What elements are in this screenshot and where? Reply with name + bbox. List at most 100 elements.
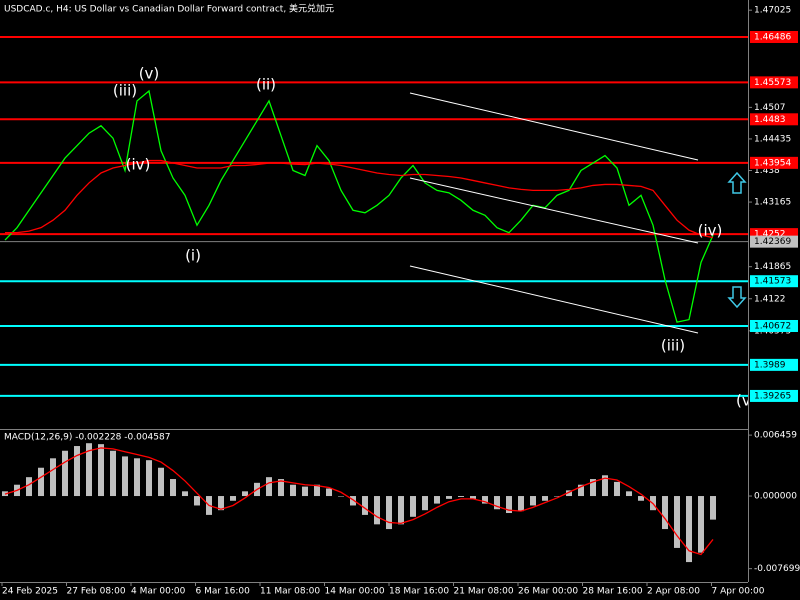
wave-label: (iv) xyxy=(126,156,151,174)
current-price-tag xyxy=(750,235,798,248)
level-tag xyxy=(750,275,798,288)
price-line xyxy=(4,89,714,323)
macd-bar xyxy=(326,488,332,497)
macd-bar xyxy=(266,477,272,497)
x-tick-label: 7 Apr 00:00 xyxy=(712,587,765,597)
level-label: 1.46486 xyxy=(754,32,791,42)
wave-label: (v) xyxy=(736,392,757,410)
macd-bar xyxy=(698,496,704,553)
macd-bar xyxy=(98,444,104,497)
x-tick-label: 26 Mar 00:00 xyxy=(518,587,578,597)
macd-bar xyxy=(386,496,392,530)
macd-bar xyxy=(470,496,476,499)
macd-bar xyxy=(230,496,236,501)
level-label: 1.41573 xyxy=(754,277,791,287)
macd-bar xyxy=(530,496,536,506)
wave-label: (iii) xyxy=(661,337,685,355)
up-arrow xyxy=(727,171,747,194)
macd-bar xyxy=(446,496,452,499)
y-tick-label: -0.007699 xyxy=(754,564,800,574)
y-tick-label: 0.000000 xyxy=(754,492,797,502)
macd-bar xyxy=(566,490,572,497)
level-tag xyxy=(750,389,798,402)
macd-bar xyxy=(86,443,92,497)
channel-line xyxy=(409,265,699,334)
macd-bar xyxy=(710,496,716,520)
level-tag xyxy=(750,76,798,89)
x-tick-label: 2 Apr 08:00 xyxy=(647,587,700,597)
macd-bar xyxy=(170,479,176,497)
y-tick-label: 0.006459 xyxy=(754,431,797,441)
macd-bar xyxy=(494,496,500,510)
macd-bar xyxy=(302,486,308,497)
macd-bar xyxy=(638,496,644,501)
channel-line xyxy=(409,177,699,244)
macd-bar xyxy=(194,496,200,506)
macd-bar xyxy=(590,479,596,497)
wave-label: (i) xyxy=(185,247,201,265)
x-tick-label: 4 Mar 00:00 xyxy=(131,587,186,597)
down-arrow xyxy=(727,286,747,309)
macd-bar xyxy=(362,496,368,515)
level-tag xyxy=(750,358,798,371)
y-tick-label: 1.4122 xyxy=(754,294,786,304)
x-tick-label: 14 Mar 00:00 xyxy=(325,587,385,597)
macd-bar xyxy=(158,467,164,497)
macd-bar xyxy=(674,496,680,548)
chart-title: USDCAD.c, H4: US Dollar vs Canadian Doll… xyxy=(4,3,334,15)
level-label: 1.43954 xyxy=(754,158,791,168)
macd-bar xyxy=(434,496,440,504)
macd-bar xyxy=(62,450,68,497)
channel-line xyxy=(409,92,699,161)
macd-bar xyxy=(74,446,80,497)
macd-bar xyxy=(410,496,416,517)
macd-bar xyxy=(518,496,524,512)
wave-label: (iv) xyxy=(698,222,723,240)
macd-bar xyxy=(50,458,56,497)
level-label: 1.40672 xyxy=(754,321,791,331)
macd-bar xyxy=(26,477,32,497)
macd-bar xyxy=(578,484,584,497)
level-label: 1.3989 xyxy=(754,360,786,370)
level-label: 1.39265 xyxy=(754,391,791,401)
y-tick-label: 1.41865 xyxy=(754,262,791,272)
level-tag xyxy=(750,30,798,43)
macd-bar xyxy=(146,460,152,497)
level-tag xyxy=(750,319,798,332)
macd-bar xyxy=(482,496,488,504)
macd-bar xyxy=(542,496,548,501)
macd-bar xyxy=(110,450,116,497)
macd-bar xyxy=(134,458,140,497)
x-tick-label: 24 Feb 2025 xyxy=(2,587,58,597)
y-tick-label: 1.44435 xyxy=(754,134,791,144)
current-price-label: 1.42369 xyxy=(754,237,791,247)
x-tick-label: 21 Mar 08:00 xyxy=(454,587,514,597)
level-tag xyxy=(750,113,798,126)
macd-bar xyxy=(218,496,224,511)
macd-bar xyxy=(314,484,320,497)
y-tick-label: 1.4507 xyxy=(754,103,786,113)
macd-bar xyxy=(350,496,356,506)
macd-bar xyxy=(290,484,296,497)
macd-title: MACD(12,26,9) -0.002228 -0.004587 xyxy=(4,433,170,443)
x-tick-label: 28 Mar 16:00 xyxy=(583,587,643,597)
price-panel xyxy=(0,35,748,397)
macd-bar xyxy=(554,496,560,497)
x-tick-label: 27 Feb 08:00 xyxy=(67,587,126,597)
macd-bar xyxy=(602,475,608,497)
moving-average xyxy=(5,159,714,239)
macd-bar xyxy=(506,496,512,514)
macd-bar xyxy=(242,491,248,497)
macd-bar xyxy=(38,467,44,497)
macd-bar xyxy=(626,491,632,497)
x-tick-label: 18 Mar 16:00 xyxy=(389,587,449,597)
wave-labels: (iii) (v) (iv) (ii) (i) (iii) (iv) (v) xyxy=(113,65,757,410)
level-label: 1.4252 xyxy=(754,230,786,240)
signal-line xyxy=(4,447,714,556)
macd-bar xyxy=(338,496,344,497)
macd-bar xyxy=(398,496,404,525)
level-label: 1.45573 xyxy=(754,78,791,88)
level-label: 1.4483 xyxy=(754,115,786,125)
macd-bar xyxy=(374,496,380,525)
macd-bar xyxy=(662,496,668,530)
